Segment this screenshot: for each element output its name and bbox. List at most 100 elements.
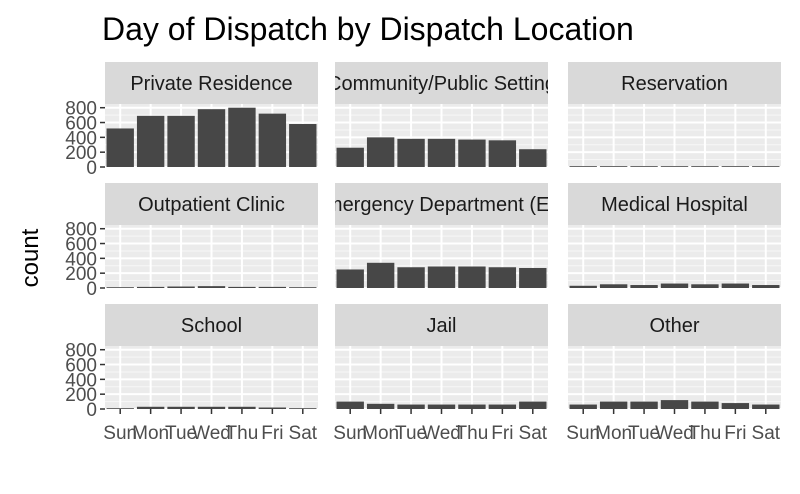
y-tick-label: 0 (86, 279, 97, 300)
facet-grid: Private Residence0200400600800Community/… (65, 62, 781, 444)
bar-emergency-department-ed-wed (427, 266, 456, 288)
facet-panel-reservation: Reservation (568, 62, 781, 168)
bar-emergency-department-ed-thu (458, 266, 486, 288)
facet-strip (105, 183, 318, 225)
bar-emergency-department-ed-fri (488, 267, 517, 288)
facet-strip (105, 62, 318, 104)
bar-school-fri (258, 407, 287, 409)
bar-emergency-department-ed-sun (336, 269, 364, 288)
bar-outpatient-clinic-fri (258, 286, 287, 288)
bar-community-public-setting-fri (488, 140, 517, 167)
x-tick-label-fri: Fri (491, 423, 513, 444)
facet-strip-label: School (181, 315, 242, 337)
bar-community-public-setting-sat (519, 149, 547, 167)
bar-community-public-setting-tue (397, 138, 425, 167)
y-tick-label: 400 (65, 249, 97, 270)
y-tick-label: 600 (65, 114, 97, 135)
facet-strip-label: Emergency Department (ED) (313, 194, 571, 216)
facet-strip-label: Jail (426, 315, 456, 337)
y-tick-label: 800 (65, 99, 97, 120)
x-tick-label-fri: Fri (724, 423, 746, 444)
x-tick-label-tue: Tue (165, 423, 197, 444)
bar-school-mon (136, 406, 165, 409)
facet-strip-label: Reservation (621, 73, 728, 95)
x-tick-label-sat: Sat (519, 423, 548, 444)
x-tick-label-wed: Wed (422, 423, 461, 444)
y-tick-label: 400 (65, 128, 97, 149)
bar-outpatient-clinic-sun (106, 287, 134, 288)
facet-panel-community-public-setting: Community/Public Setting (327, 62, 556, 168)
bar-jail-fri (488, 404, 517, 409)
bar-outpatient-clinic-thu (228, 286, 256, 288)
y-tick-label: 200 (65, 385, 97, 406)
bar-school-sun (106, 408, 134, 409)
x-tick-label-sat: Sat (752, 423, 781, 444)
bar-other-fri (721, 403, 750, 409)
chart-title: Day of Dispatch by Dispatch Location (102, 11, 634, 47)
x-tick-label-thu: Thu (689, 423, 722, 444)
facet-strip (568, 304, 781, 346)
bar-private-residence-sun (106, 128, 134, 167)
bar-other-sat (752, 404, 780, 409)
y-tick-label: 0 (86, 400, 97, 421)
facet-strip (335, 183, 548, 225)
x-tick-label-thu: Thu (456, 423, 489, 444)
bar-private-residence-wed (197, 109, 226, 167)
bar-other-sun (569, 404, 597, 409)
bar-community-public-setting-wed (427, 138, 456, 167)
y-tick-label: 400 (65, 370, 97, 391)
x-tick-label-wed: Wed (655, 423, 694, 444)
facet-strip (335, 62, 548, 104)
bar-school-tue (167, 406, 195, 409)
bar-community-public-setting-sun (336, 147, 364, 167)
x-tick-label-sun: Sun (333, 423, 367, 444)
bar-medical-hospital-thu (691, 284, 719, 288)
bar-private-residence-thu (228, 107, 256, 167)
bar-medical-hospital-mon (599, 284, 628, 288)
bar-school-thu (228, 406, 256, 409)
bar-reservation-fri (721, 166, 750, 167)
y-tick-label: 200 (65, 264, 97, 285)
x-tick-label-wed: Wed (192, 423, 231, 444)
y-tick-label: 800 (65, 220, 97, 241)
facet-strip-label: Outpatient Clinic (138, 194, 285, 216)
y-tick-label: 600 (65, 235, 97, 256)
bar-emergency-department-ed-sat (519, 267, 547, 288)
y-tick-label: 0 (86, 158, 97, 179)
x-tick-label-thu: Thu (226, 423, 259, 444)
bar-school-sat (289, 408, 317, 409)
bar-private-residence-mon (136, 115, 165, 167)
bar-jail-sun (336, 401, 364, 409)
bar-other-thu (691, 401, 719, 409)
bar-medical-hospital-fri (721, 283, 750, 288)
x-tick-label-sat: Sat (289, 423, 318, 444)
bar-outpatient-clinic-wed (197, 286, 226, 288)
bar-medical-hospital-tue (630, 285, 658, 288)
bar-private-residence-tue (167, 115, 195, 167)
bar-other-tue (630, 401, 658, 409)
x-tick-label-sun: Sun (103, 423, 137, 444)
facet-panel-medical-hospital: Medical Hospital (568, 183, 781, 289)
bar-outpatient-clinic-mon (136, 286, 165, 288)
bar-outpatient-clinic-sat (289, 287, 317, 288)
bar-medical-hospital-sat (752, 285, 780, 288)
bar-jail-wed (427, 404, 456, 409)
bar-reservation-sat (752, 166, 780, 167)
y-tick-label: 600 (65, 356, 97, 377)
facet-strip (568, 183, 781, 225)
bar-jail-thu (458, 404, 486, 409)
facet-panel-emergency-department-ed: Emergency Department (ED) (313, 183, 571, 289)
bar-private-residence-fri (258, 113, 287, 167)
x-tick-label-tue: Tue (395, 423, 427, 444)
bar-reservation-thu (691, 166, 719, 167)
facet-strip-label: Community/Public Setting (327, 73, 556, 95)
facet-strip (105, 304, 318, 346)
facet-strip-label: Medical Hospital (601, 194, 748, 216)
bar-reservation-sun (569, 166, 597, 167)
